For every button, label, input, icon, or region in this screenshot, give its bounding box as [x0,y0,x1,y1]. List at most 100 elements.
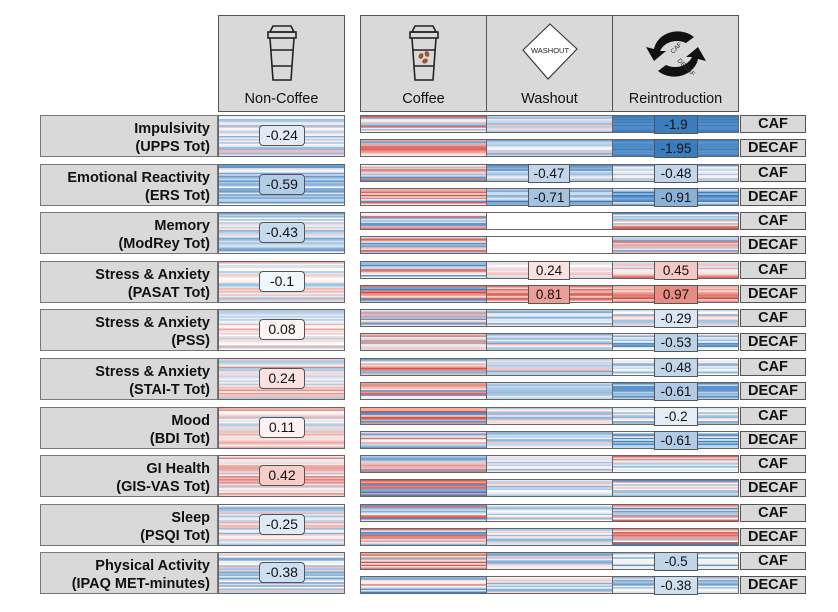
stripe-band [613,241,738,243]
washout-stripe-cell [486,528,613,546]
stripe-band [219,414,344,416]
stripe-band [219,553,344,555]
stripe-band [219,298,344,301]
stripe-band [487,339,612,342]
stripe-band [219,197,344,199]
stripe-band [361,293,486,295]
stripe-band [361,267,486,270]
stripe-band [487,334,612,336]
stripe-band [361,540,486,543]
stripe-band [361,312,486,315]
coffee-stripe-cell [360,261,487,279]
stripe-band [219,154,344,156]
measure-label: Impulsivity (UPPS Tot) [40,115,218,157]
stripe-band [219,201,344,204]
measure-label: Stress & Anxiety (PSS) [40,309,218,351]
stripe-band [487,130,612,132]
stripe-band [361,270,486,273]
stripe-band [613,466,738,468]
stripe-band [219,582,344,584]
stripe-band [487,587,612,589]
stripe-band [361,579,486,582]
stripe-band [219,317,344,320]
stripe-band [361,147,486,149]
stripe-band [361,412,486,414]
stripe-band [219,149,344,152]
noncoffee-effect-label: -0.1 [259,271,305,292]
stripe-band [361,461,486,464]
stripe-band [219,266,344,269]
header-washout: WASHOUT Washout [486,15,613,112]
noncoffee-effect-label: -0.59 [259,174,305,195]
stripe-band [361,408,486,410]
stripe-band [613,223,738,225]
coffee-stripe-cell [360,212,487,230]
coffee-stripe-cell [360,358,487,376]
stripe-band [487,124,612,127]
stripe-band [219,589,344,592]
stripe-band [487,529,612,531]
stripe-band [487,320,612,322]
stripe-band [487,321,612,324]
stripe-band [613,237,738,239]
stripe-band [487,507,612,510]
stripe-band [487,323,612,325]
stripe-band [487,148,612,151]
stripe-band [219,145,344,147]
stripe-band [219,397,344,399]
stripe-band [361,220,486,222]
stripe-band [487,555,612,558]
stripe-band [361,410,486,413]
stripe-band [487,387,612,389]
stripe-band [219,456,344,458]
stripe-band [487,393,612,395]
stripe-band [487,118,612,121]
header-label: Reintroduction [628,91,723,107]
stripe-band [219,311,344,314]
stripe-band [361,584,486,586]
measure-name: Stress & Anxiety [95,315,210,331]
washout-stripe-cell [486,333,613,351]
stripe-band [487,554,612,556]
stripe-band [361,116,486,118]
stripe-band [487,578,612,580]
stripe-band [361,263,486,265]
stripe-band [487,390,612,392]
stripe-band [361,585,486,588]
stripe-band [361,324,486,326]
svg-text:WASHOUT: WASHOUT [530,46,568,55]
stripe-band [361,577,486,579]
washout-stripe-cell [486,236,613,254]
stripe-band [361,388,486,391]
stripe-band [361,348,486,350]
stripe-band [613,245,738,248]
stripe-band [361,215,486,218]
measure-name: Mood [171,413,210,429]
stripe-band [219,360,344,363]
stripe-band [361,510,486,513]
stripe-band [487,432,612,434]
stripe-band [361,470,486,472]
stripe-band [487,539,612,541]
coffee-stripe-cell [360,576,487,594]
stripe-band [361,366,486,368]
stripe-band [219,485,344,487]
stripe-band [487,312,612,315]
stripe-band [487,437,612,440]
stripe-band [487,418,612,420]
stripe-band [219,460,344,463]
stripe-band [361,536,486,538]
stripe-band [361,516,486,519]
stripe-band [219,120,344,123]
stripe-band [613,213,738,215]
stripe-band [361,578,486,580]
stripe-band [219,220,344,223]
stripe-band [361,564,486,567]
stripe-band [487,366,612,368]
stripe-band [219,392,344,395]
caf-tag: CAF [740,115,806,133]
stripe-band [219,219,344,221]
stripe-band [487,442,612,444]
decaf-tag: DECAF [740,285,806,303]
stripe-band [487,422,612,424]
